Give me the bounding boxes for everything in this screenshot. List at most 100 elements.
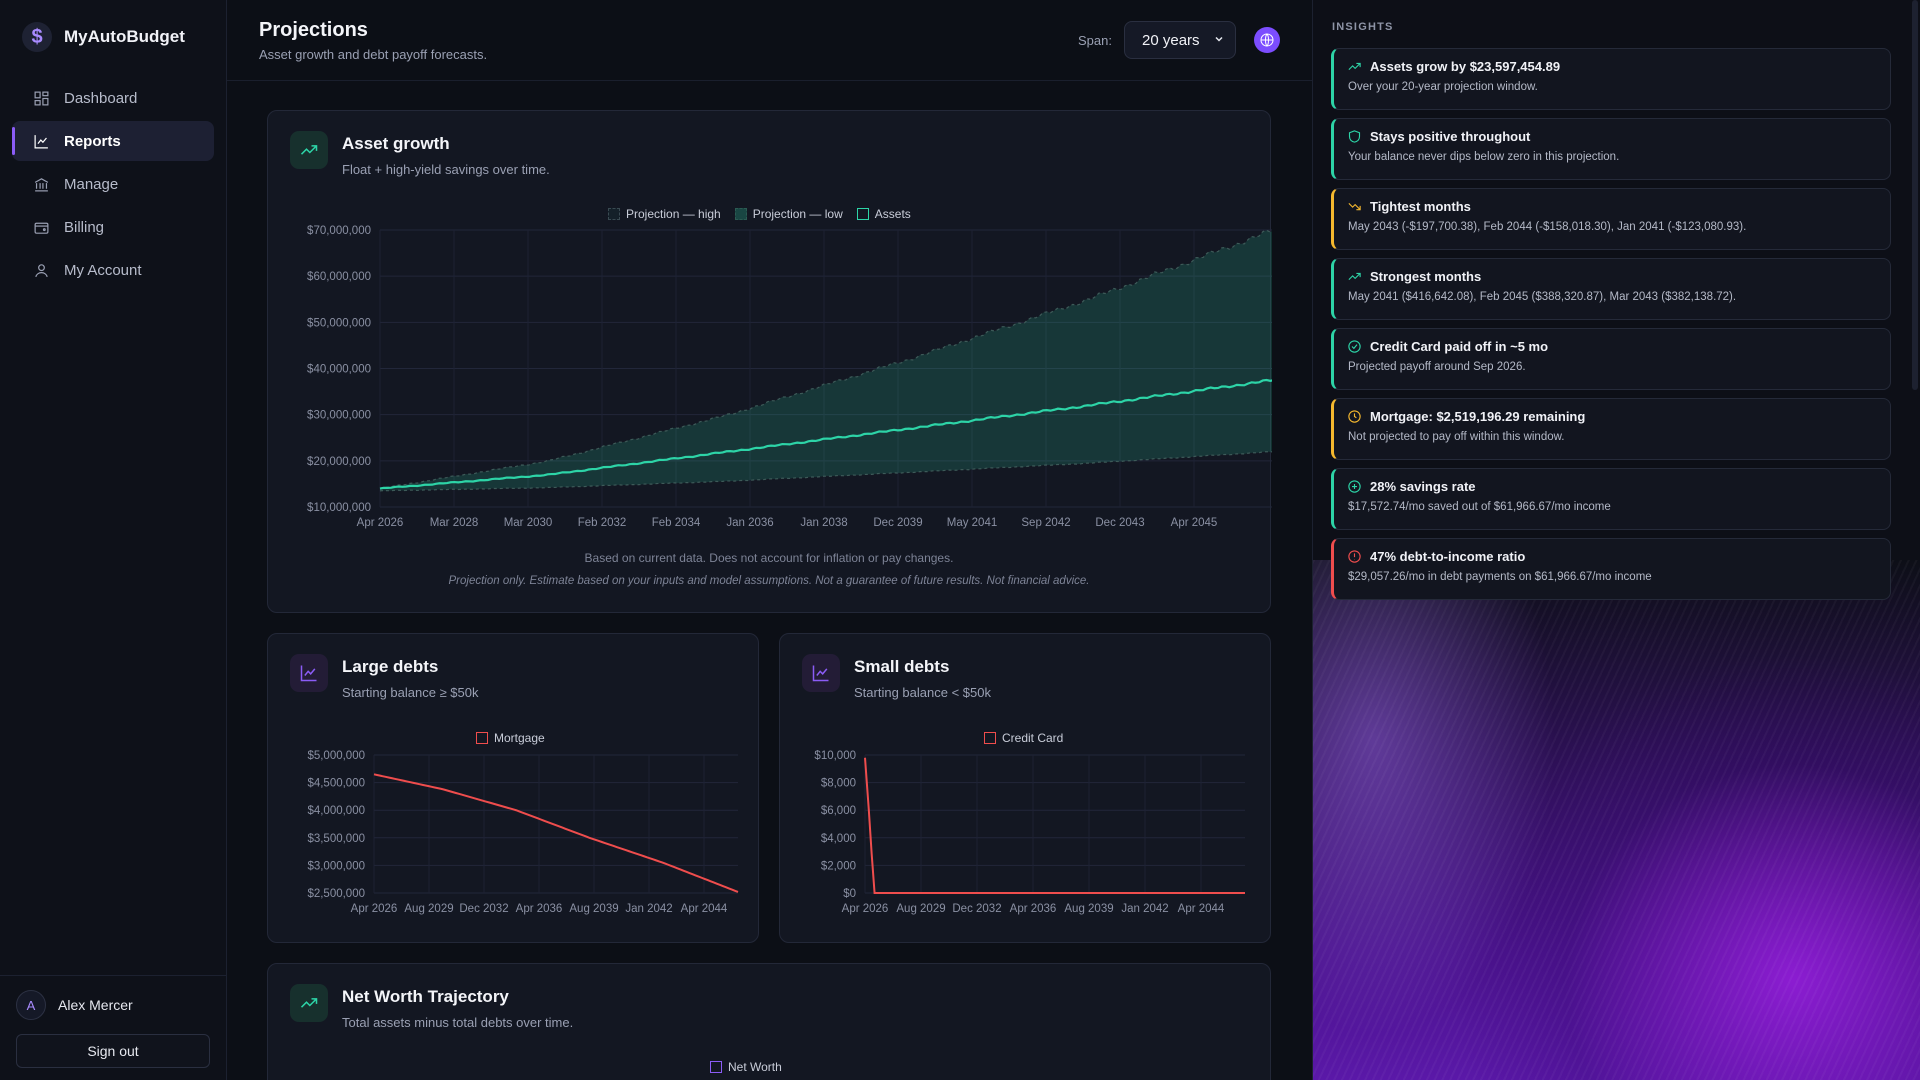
legend-item[interactable]: Credit Card — [984, 731, 1063, 745]
x-tick-label: Apr 2044 — [681, 903, 728, 915]
dashboard-icon — [32, 89, 50, 107]
insight-title: Strongest months — [1347, 269, 1876, 284]
insight-title-text: 28% savings rate — [1370, 479, 1476, 494]
legend-swatch — [710, 1061, 722, 1073]
user-icon — [32, 261, 50, 279]
sidebar-item-my-account[interactable]: My Account — [12, 250, 214, 290]
net-worth-card: Net Worth Trajectory Total assets minus … — [267, 963, 1271, 1080]
chart-line-icon — [802, 654, 840, 692]
sidebar-item-manage[interactable]: Manage — [12, 164, 214, 204]
page-header: Projections Asset growth and debt payoff… — [227, 0, 1312, 81]
trending-down-icon — [1348, 202, 1361, 211]
span-select[interactable]: 20 years — [1124, 21, 1236, 59]
page-title: Projections — [259, 19, 368, 41]
plus-circle-icon — [1348, 480, 1361, 493]
series-credit-card — [864, 757, 1245, 894]
legend-item[interactable]: Assets — [856, 207, 911, 221]
trending-up-icon — [290, 131, 328, 169]
insight-title-text: Tightest months — [1370, 199, 1471, 214]
card-title: Asset growth — [342, 134, 450, 153]
insight-description: Over your 20-year projection window. — [1348, 81, 1538, 93]
trending-up-icon — [1348, 272, 1361, 281]
insight-title: Credit Card paid off in ~5 mo — [1347, 339, 1876, 354]
x-tick-label: Feb 2034 — [652, 517, 701, 529]
y-tick-label: $0 — [843, 888, 856, 900]
legend-swatch — [856, 208, 869, 220]
x-tick-label: Dec 2032 — [952, 903, 1001, 915]
insight-title: Tightest months — [1347, 199, 1876, 214]
legend-swatch — [984, 732, 996, 744]
card-title: Large debts — [342, 657, 439, 676]
insight-card: Stays positive throughout Your balance ne… — [1331, 118, 1891, 180]
x-tick-label: Aug 2029 — [896, 903, 945, 915]
small-debts-chart: $0 $2,000 $4,000 $6,000 $8,000 $10,000 Apr 202… — [814, 750, 1245, 915]
chart-note: Based on current data. Does not account … — [584, 551, 954, 565]
insight-title-text: Assets grow by $23,597,454.89 — [1370, 59, 1561, 74]
x-tick-label: Aug 2029 — [404, 903, 453, 915]
page-subtitle: Asset growth and debt payoff forecasts. — [259, 47, 488, 62]
sidebar-item-billing[interactable]: Billing — [12, 207, 214, 247]
legend-item[interactable]: Mortgage — [476, 731, 545, 745]
y-tick-label: $50,000,000 — [307, 317, 371, 329]
scrollbar[interactable] — [1912, 0, 1918, 390]
y-tick-label: $2,000 — [821, 860, 856, 872]
sidebar-item-dashboard[interactable]: Dashboard — [12, 78, 214, 118]
sidebar-item-reports[interactable]: Reports — [12, 121, 214, 161]
insight-title-text: 47% debt-to-income ratio — [1370, 549, 1526, 564]
user-name: Alex Mercer — [58, 997, 133, 1013]
dollar-logo-icon: $ — [22, 22, 52, 52]
legend-swatch — [476, 732, 488, 744]
chart-legend: Mortgage — [476, 731, 545, 745]
insight-title-text: Credit Card paid off in ~5 mo — [1370, 339, 1549, 354]
legend-item[interactable]: Projection — high — [608, 207, 721, 221]
trending-up-icon — [1348, 62, 1361, 71]
series-projection-high — [379, 229, 1272, 490]
asset-growth-card: Asset growth Float + high-yield savings … — [267, 110, 1272, 613]
insight-title: 28% savings rate — [1347, 479, 1876, 494]
x-tick-label: Mar 2030 — [504, 517, 553, 529]
main-content: Projections Asset growth and debt payoff… — [227, 0, 1312, 1080]
y-tick-label: $10,000 — [814, 750, 856, 762]
alert-circle-icon — [1348, 550, 1361, 563]
chevron-down-icon — [1213, 32, 1225, 49]
legend-item[interactable]: Net Worth — [710, 1060, 782, 1074]
globe-icon[interactable] — [1254, 27, 1280, 53]
large-debts-chart: $2,500,000 $3,000,000 $3,500,000 $4,000,000… — [307, 750, 739, 915]
clock-icon — [1348, 410, 1361, 423]
sidebar-item-label: Reports — [64, 132, 121, 150]
series-mortgage — [373, 773, 739, 893]
y-tick-label: $4,000 — [821, 833, 856, 845]
legend-label: Assets — [874, 207, 911, 221]
card-subtitle: Float + high-yield savings over time. — [342, 162, 550, 177]
user-profile[interactable]: A Alex Mercer — [16, 990, 210, 1020]
chart-grid — [864, 754, 1245, 894]
y-tick-label: $3,500,000 — [307, 833, 365, 845]
insight-list: Assets grow by $23,597,454.89 Over your 2… — [1313, 33, 1920, 600]
brand[interactable]: $ MyAutoBudget — [0, 0, 226, 78]
sign-out-button[interactable]: Sign out — [16, 1034, 210, 1068]
x-tick-label: Apr 2036 — [516, 903, 563, 915]
x-tick-label: Apr 2045 — [1171, 517, 1218, 529]
insight-title: Assets grow by $23,597,454.89 — [1347, 59, 1876, 74]
insight-card: Strongest months May 2041 ($416,642.08), … — [1331, 258, 1891, 320]
chart-legend: Credit Card — [984, 731, 1063, 745]
legend-item[interactable]: Projection — low — [734, 207, 843, 221]
sidebar-nav: Dashboard Reports Manage Billing My Acco… — [0, 78, 226, 290]
large-debts-card: Large debts Starting balance ≥ $50k Mort… — [267, 633, 759, 943]
legend-swatch — [734, 208, 747, 220]
chart-grid — [373, 754, 738, 894]
sidebar-item-label: Billing — [64, 218, 105, 236]
insight-card: Credit Card paid off in ~5 mo Projected p… — [1331, 328, 1891, 390]
y-tick-label: $70,000,000 — [307, 225, 371, 237]
sidebar: $ MyAutoBudget Dashboard Reports Manage … — [0, 0, 227, 1080]
sidebar-footer: A Alex Mercer Sign out — [0, 975, 226, 1080]
x-tick-label: Apr 2026 — [357, 517, 404, 529]
card-title: Net Worth Trajectory — [342, 987, 509, 1006]
avatar: A — [16, 990, 46, 1020]
span-select-value: 20 years — [1142, 31, 1200, 49]
x-tick-label: Mar 2028 — [430, 517, 479, 529]
trending-up-icon — [290, 984, 328, 1022]
decorative-background — [1313, 560, 1920, 1080]
sidebar-item-label: My Account — [64, 261, 142, 279]
